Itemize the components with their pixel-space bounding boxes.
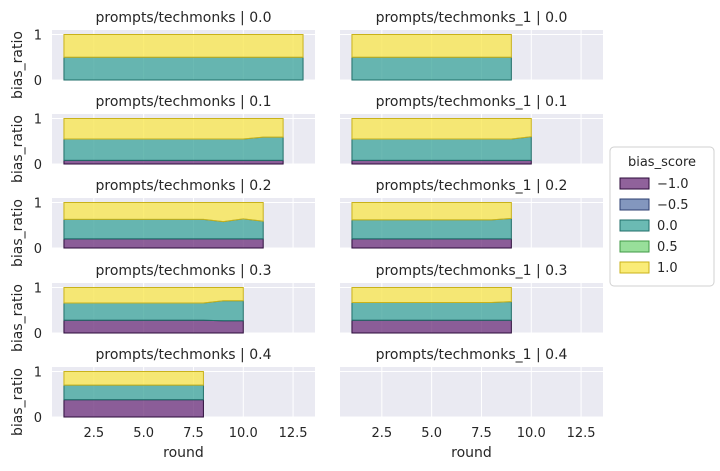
- y-tick-label: 1: [34, 366, 42, 381]
- area-band-1.0: [63, 371, 204, 386]
- area-band-1.0: [63, 202, 264, 223]
- y-axis-label: bias_ratio: [10, 368, 26, 436]
- area-band-1.0: [63, 34, 304, 58]
- panel-1: prompts/techmonks | 0.0 0 1 bias_ratio: [10, 10, 315, 99]
- area-band-0.0: [63, 56, 304, 81]
- x-tick-label: 5.0: [421, 426, 442, 441]
- panel-title: prompts/techmonks_1 | 0.1: [376, 94, 568, 110]
- area-band-1.0: [351, 34, 512, 58]
- legend-swatch: [619, 198, 650, 211]
- x-tick-label: 10.0: [229, 426, 258, 441]
- panel-title: prompts/techmonks_1 | 0.0: [376, 10, 568, 26]
- y-axis-label: bias_ratio: [10, 284, 26, 352]
- legend: bias_score −1.0 −0.5 0.0 0.5 1.0: [609, 146, 715, 287]
- y-tick-label: 0: [34, 242, 42, 257]
- area-band-neg1.0: [63, 399, 204, 418]
- x-tick-label: 12.5: [279, 426, 308, 441]
- area-band-neg1.0: [351, 159, 532, 165]
- y-tick-label: 1: [34, 29, 42, 44]
- legend-label: −1.0: [657, 177, 689, 192]
- y-tick-label: 1: [34, 113, 42, 128]
- legend-label: −0.5: [657, 198, 689, 213]
- panel-title: prompts/techmonks_1 | 0.3: [376, 263, 568, 279]
- y-axis-label: bias_ratio: [10, 199, 26, 267]
- panel-title: prompts/techmonks_1 | 0.4: [376, 347, 568, 363]
- x-tick-label: 7.5: [183, 426, 204, 441]
- panel-title: prompts/techmonks | 0.3: [96, 263, 272, 279]
- y-axis-label: bias_ratio: [10, 115, 26, 183]
- area-band-0.0: [63, 218, 264, 240]
- x-tick-label: 5.0: [133, 426, 154, 441]
- x-tick-label: 12.5: [567, 426, 596, 441]
- x-tick-label: 2.5: [83, 426, 104, 441]
- y-tick-label: 1: [34, 282, 42, 297]
- area-band-0.0: [63, 136, 284, 161]
- legend-label: 1.0: [657, 261, 678, 276]
- panel-title: prompts/techmonks_1 | 0.2: [376, 178, 568, 194]
- y-tick-label: 0: [34, 327, 42, 342]
- panel-2: prompts/techmonks_1 | 0.0: [340, 10, 603, 81]
- area-band-0.0: [63, 384, 204, 401]
- x-tick-label: 2.5: [371, 426, 392, 441]
- area-band-1.0: [351, 202, 512, 221]
- area-band-neg1.0: [63, 319, 244, 334]
- panel-4: prompts/techmonks_1 | 0.1: [340, 94, 603, 165]
- area-band-1.0: [63, 287, 244, 304]
- area-band-0.0: [351, 217, 512, 240]
- legend-swatch: [619, 261, 650, 274]
- legend-title: bias_score: [628, 155, 696, 170]
- y-axis-label: bias_ratio: [10, 31, 26, 99]
- x-axis-label: round: [163, 445, 204, 461]
- panel-8: prompts/techmonks_1 | 0.3: [340, 263, 603, 334]
- panel-9: prompts/techmonks | 0.4 0 1 bias_ratio 2.5 5.…: [10, 347, 315, 461]
- area-band-1.0: [351, 118, 532, 140]
- legend-label: 0.0: [657, 219, 678, 234]
- area-band-1.0: [63, 118, 284, 140]
- area-band-0.0: [351, 56, 512, 81]
- panel-5: prompts/techmonks | 0.2 0 1 bias_ratio: [10, 178, 315, 267]
- y-tick-label: 0: [34, 411, 42, 426]
- panel-3: prompts/techmonks | 0.1 0 1 bias_ratio: [10, 94, 315, 183]
- x-tick-label: 7.5: [471, 426, 492, 441]
- x-axis-label: round: [451, 445, 492, 461]
- area-band-0.0: [63, 300, 244, 322]
- panel-title: prompts/techmonks | 0.0: [96, 10, 272, 26]
- area-band-1.0: [351, 287, 512, 304]
- area-band-neg1.0: [351, 238, 512, 249]
- y-tick-label: 0: [34, 74, 42, 89]
- area-band-neg1.0: [351, 319, 512, 334]
- panel-title: prompts/techmonks | 0.2: [96, 178, 272, 194]
- panel-title: prompts/techmonks | 0.1: [96, 94, 272, 110]
- panel-10: prompts/techmonks_1 | 0.4 2.5 5.0 7.5 10.0 12…: [340, 347, 603, 461]
- legend-swatch: [619, 219, 650, 232]
- area-band-0.0: [351, 301, 512, 321]
- panel-7: prompts/techmonks | 0.3 0 1 bias_ratio: [10, 263, 315, 352]
- panel-title: prompts/techmonks | 0.4: [96, 347, 272, 363]
- panel-6: prompts/techmonks_1 | 0.2: [340, 178, 603, 249]
- legend-swatch: [619, 240, 650, 253]
- panel-background: [340, 367, 603, 417]
- y-tick-label: 0: [34, 158, 42, 173]
- area-band-neg1.0: [63, 159, 284, 165]
- area-band-0.0: [351, 136, 532, 161]
- legend-label: 0.5: [657, 240, 678, 255]
- area-band-neg1.0: [63, 238, 264, 249]
- x-tick-label: 10.0: [517, 426, 546, 441]
- y-tick-label: 1: [34, 197, 42, 212]
- legend-swatch: [619, 177, 650, 190]
